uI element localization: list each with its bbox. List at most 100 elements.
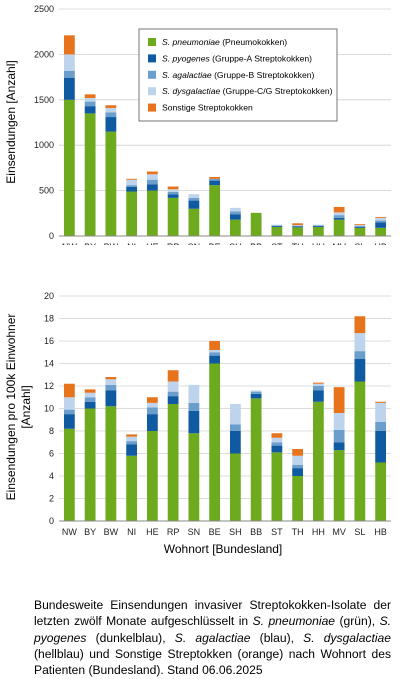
bar-segment-BY-1 (84, 106, 96, 114)
bar-segment-HB-2 (375, 220, 387, 223)
bar-segment-SL-0 (354, 227, 366, 236)
y-tick-label: 14 (44, 359, 54, 369)
x-tick-label: HB (374, 527, 387, 537)
bar-segment-NW-3 (63, 397, 75, 410)
bar-segment-TH-0 (292, 476, 304, 521)
bar-segment-MV-4 (333, 206, 345, 213)
x-tick-label: BW (104, 527, 119, 537)
caption-species: S. pyogenes (34, 614, 391, 645)
bar-segment-SL-2 (354, 351, 366, 359)
bar-segment-RP-1 (167, 396, 179, 404)
bar-segment-NW-2 (63, 70, 75, 79)
bar-segment-HB-2 (375, 422, 387, 431)
caption-text: (grün), (335, 614, 380, 629)
caption-text: (hellblau) und Sonstige Streptokken (ora… (34, 646, 391, 678)
bar-segment-NW-2 (63, 409, 75, 415)
bottom-axes: 0 2 4 6 8 10 12 14 16 18 20 NW BY BW NI HE RP SN BE SH BB ST T… (44, 291, 391, 537)
bar-segment-BY-0 (84, 408, 96, 521)
x-tick-label: BB (250, 242, 262, 245)
bar-segment-MV-1 (333, 217, 345, 220)
legend-species: S. dysgalactiae (162, 86, 221, 96)
bar-segment-MV-0 (333, 219, 345, 236)
x-tick-label: BE (209, 242, 221, 245)
bar-segment-BW-3 (105, 107, 117, 113)
bar-segment-ST-1 (271, 445, 283, 453)
bar-segment-SL-4 (354, 316, 366, 334)
legend-swatch (148, 87, 156, 96)
x-tick-label: BE (209, 527, 221, 537)
bar-segment-SN-1 (188, 200, 200, 209)
bar-segment-BE-2 (209, 178, 221, 181)
y-tick-label: 4 (49, 471, 54, 481)
legend-swatch (148, 54, 156, 63)
bar-segment-SH-2 (229, 424, 241, 431)
bar-segment-BE-1 (209, 180, 221, 186)
bar-segment-BE-0 (209, 185, 221, 236)
y-tick-label: 2500 (34, 4, 54, 14)
x-tick-label: NW (62, 242, 77, 245)
bar-segment-NI-0 (126, 191, 138, 236)
bar-segment-NI-4 (126, 434, 138, 437)
x-tick-label: SN (188, 242, 201, 245)
y-tick-label: 8 (49, 426, 54, 436)
x-tick-label: SL (354, 527, 365, 537)
figure-caption: Bundesweite Einsendungen invasiver Strep… (34, 597, 391, 678)
bar-segment-HE-0 (146, 190, 158, 236)
legend-species: S. agalactiae (162, 70, 212, 80)
bar-segment-BB-0 (250, 212, 262, 236)
x-tick-label: SL (354, 242, 365, 245)
bar-segment-BE-0 (209, 363, 221, 521)
legend-swatch (148, 70, 156, 79)
bar-segment-SL-4 (354, 224, 366, 226)
bar-segment-RP-2 (167, 391, 179, 397)
x-tick-label: ST (271, 527, 283, 537)
bar-segment-BY-1 (84, 401, 96, 409)
bar-segment-HB-3 (375, 217, 387, 221)
bar-segment-BW-3 (105, 379, 117, 385)
legend-species: S. pneumoniae (162, 37, 220, 47)
bar-segment-BY-3 (84, 97, 96, 102)
bar-segment-SN-2 (188, 402, 200, 411)
bar-segment-SN-3 (188, 194, 200, 198)
x-tick-label: SH (229, 242, 242, 245)
bar-segment-SH-0 (229, 453, 241, 521)
bar-segment-BY-2 (84, 101, 96, 107)
x-tick-label: BB (250, 527, 262, 537)
bar-segment-SH-0 (229, 219, 241, 236)
x-tick-label: SN (188, 527, 201, 537)
bar-segment-TH-1 (292, 468, 304, 476)
y-tick-label: 2000 (34, 49, 54, 59)
x-tick-label: BY (84, 242, 96, 245)
bar-segment-SL-0 (354, 381, 366, 521)
per-capita-chart: 0 2 4 6 8 10 12 14 16 18 20 NW BY BW NI HE RP SN BE SH BB ST T… (4, 291, 391, 556)
x-tick-label: HE (146, 242, 159, 245)
bar-segment-SH-1 (229, 431, 241, 454)
bar-segment-ST-3 (271, 224, 283, 226)
y-tick-label: 0 (49, 231, 54, 241)
bar-segment-SN-1 (188, 410, 200, 434)
bar-segment-HE-1 (146, 184, 158, 191)
caption-text: (dunkelblau), (86, 630, 175, 645)
bar-segment-HB-0 (375, 227, 387, 236)
bar-segment-TH-4 (292, 223, 304, 226)
bar-segment-BY-4 (84, 389, 96, 393)
bar-segment-SH-3 (229, 207, 241, 212)
bar-segment-SL-2 (354, 226, 366, 227)
bar-segment-HH-1 (312, 390, 324, 402)
bar-segment-HH-4 (312, 382, 324, 384)
bar-segment-BW-4 (105, 377, 117, 380)
bar-segment-RP-3 (167, 381, 179, 392)
bar-segment-RP-4 (167, 186, 179, 190)
bar-segment-TH-4 (292, 449, 304, 456)
bar-segment-RP-0 (167, 404, 179, 521)
bar-segment-NW-4 (63, 35, 75, 55)
bar-segment-RP-1 (167, 194, 179, 198)
bar-segment-HH-3 (312, 224, 324, 226)
x-tick-label: HH (312, 242, 325, 245)
bottom-y-axis-title-line1: Einsendungen pro 100k Einwohner (4, 314, 18, 501)
bar-segment-HB-0 (375, 462, 387, 521)
bar-segment-BB-1 (250, 393, 262, 399)
bar-segment-RP-4 (167, 370, 179, 382)
bar-segment-SL-3 (354, 225, 366, 227)
bar-segment-MV-1 (333, 442, 345, 451)
